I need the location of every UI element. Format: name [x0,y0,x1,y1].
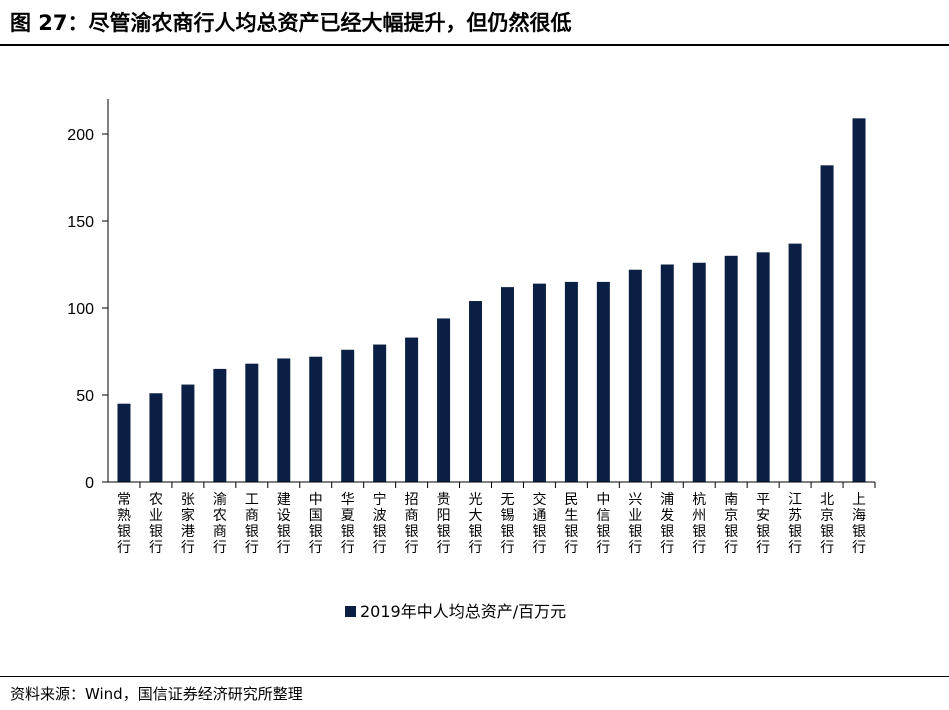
x-tick-label: 兴业银行 [628,492,642,556]
y-tick-label: 50 [76,388,94,405]
bar [564,281,578,482]
x-tick-label: 农业银行 [149,492,163,556]
x-tick-label: 交通银行 [532,491,546,556]
x-tick-label: 招商银行 [405,492,419,556]
legend-label: 2019年中人均总资产/百万元 [360,602,566,621]
x-tick-label: 北京银行 [820,492,834,556]
bar [405,337,419,482]
bar [245,363,259,482]
x-tick-label: 上海银行 [852,492,866,556]
y-tick-label: 0 [85,475,94,492]
bars [117,118,866,482]
bar [469,301,483,482]
bar [692,262,706,482]
bar [309,356,323,482]
x-axis: 常熟银行 农业银行 张家港行 渝农商行 工商银行 建设银行 中国银行 华夏银行 宁波银行 招商银行… [108,481,876,556]
bar [181,384,195,482]
x-tick-label: 张家港行 [181,492,195,556]
source-note: 资料来源：Wind，国信证券经济研究所整理 [10,685,303,703]
x-tick-label: 民生银行 [564,492,578,556]
bar [437,318,451,482]
y-tick-label: 200 [67,127,94,144]
footer-divider [0,676,949,677]
bar [277,358,291,482]
bar [628,269,642,482]
x-tick-label: 建设银行 [277,492,291,556]
x-tick-label: 杭州银行 [692,492,706,556]
x-tick-label: 中信银行 [596,492,610,556]
bar [500,287,514,482]
x-tick-label: 平安银行 [756,492,770,556]
bar [820,165,834,482]
bar [213,368,227,482]
x-tick-label: 江苏银行 [788,492,802,556]
bar [852,118,866,482]
x-tick-label: 无锡银行 [500,492,514,556]
x-tick-label: 华夏银行 [341,492,355,556]
bar [788,243,802,482]
bar [373,344,387,482]
figure-header: 图 27：尽管渝农商行人均总资产已经大幅提升，但仍然很低 [0,0,949,46]
x-tick-label: 渝农商行 [213,492,227,556]
x-tick-label: 工商银行 [245,492,259,556]
x-tick-label: 常熟银行 [117,492,131,556]
legend: 2019年中人均总资产/百万元 [345,602,566,621]
bar [756,252,770,482]
bar [341,349,355,482]
legend-swatch [345,606,356,617]
bar [117,403,131,482]
x-tick-label: 南京银行 [724,492,738,556]
y-tick-label: 150 [67,214,94,231]
bar-chart: 0 50 100 150 200 常熟银行 农业银行 张家港行 渝农商行 工商银行 建设银行 中国银… [67,99,876,621]
x-tick-label: 宁波银行 [373,491,387,556]
bar [724,255,738,482]
figure-title: 图 27：尽管渝农商行人均总资产已经大幅提升，但仍然很低 [10,11,572,35]
y-tick-label: 100 [67,301,94,318]
x-tick-label: 贵阳银行 [437,492,451,556]
bar [532,283,546,482]
y-axis: 0 50 100 150 200 [67,99,109,492]
bar [149,393,163,482]
x-tick-label: 浦发银行 [660,492,674,556]
x-tick-label: 光大银行 [469,492,483,556]
bar [596,281,610,482]
x-tick-label: 中国银行 [309,492,323,556]
bar [660,264,674,482]
